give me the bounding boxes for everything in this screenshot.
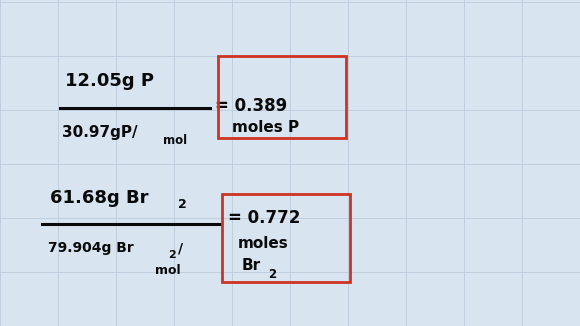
Text: mol: mol (155, 264, 180, 277)
Text: 79.904g Br: 79.904g Br (48, 241, 134, 255)
Bar (218, 56, 346, 138)
Text: 30.97gP/: 30.97gP/ (62, 126, 137, 141)
Text: 2: 2 (178, 199, 187, 212)
Text: = 0.772: = 0.772 (228, 209, 300, 227)
Text: 12.05g P: 12.05g P (65, 72, 154, 90)
Bar (222, 194, 350, 282)
Text: 2: 2 (268, 268, 276, 280)
Text: /: / (178, 241, 183, 255)
Text: moles: moles (238, 235, 289, 250)
Text: 61.68g Br: 61.68g Br (50, 189, 148, 207)
Text: 2: 2 (168, 250, 176, 260)
Text: moles P: moles P (232, 121, 299, 136)
Text: = 0.389: = 0.389 (215, 97, 287, 115)
Text: mol: mol (163, 135, 187, 147)
Text: Br: Br (242, 259, 261, 274)
